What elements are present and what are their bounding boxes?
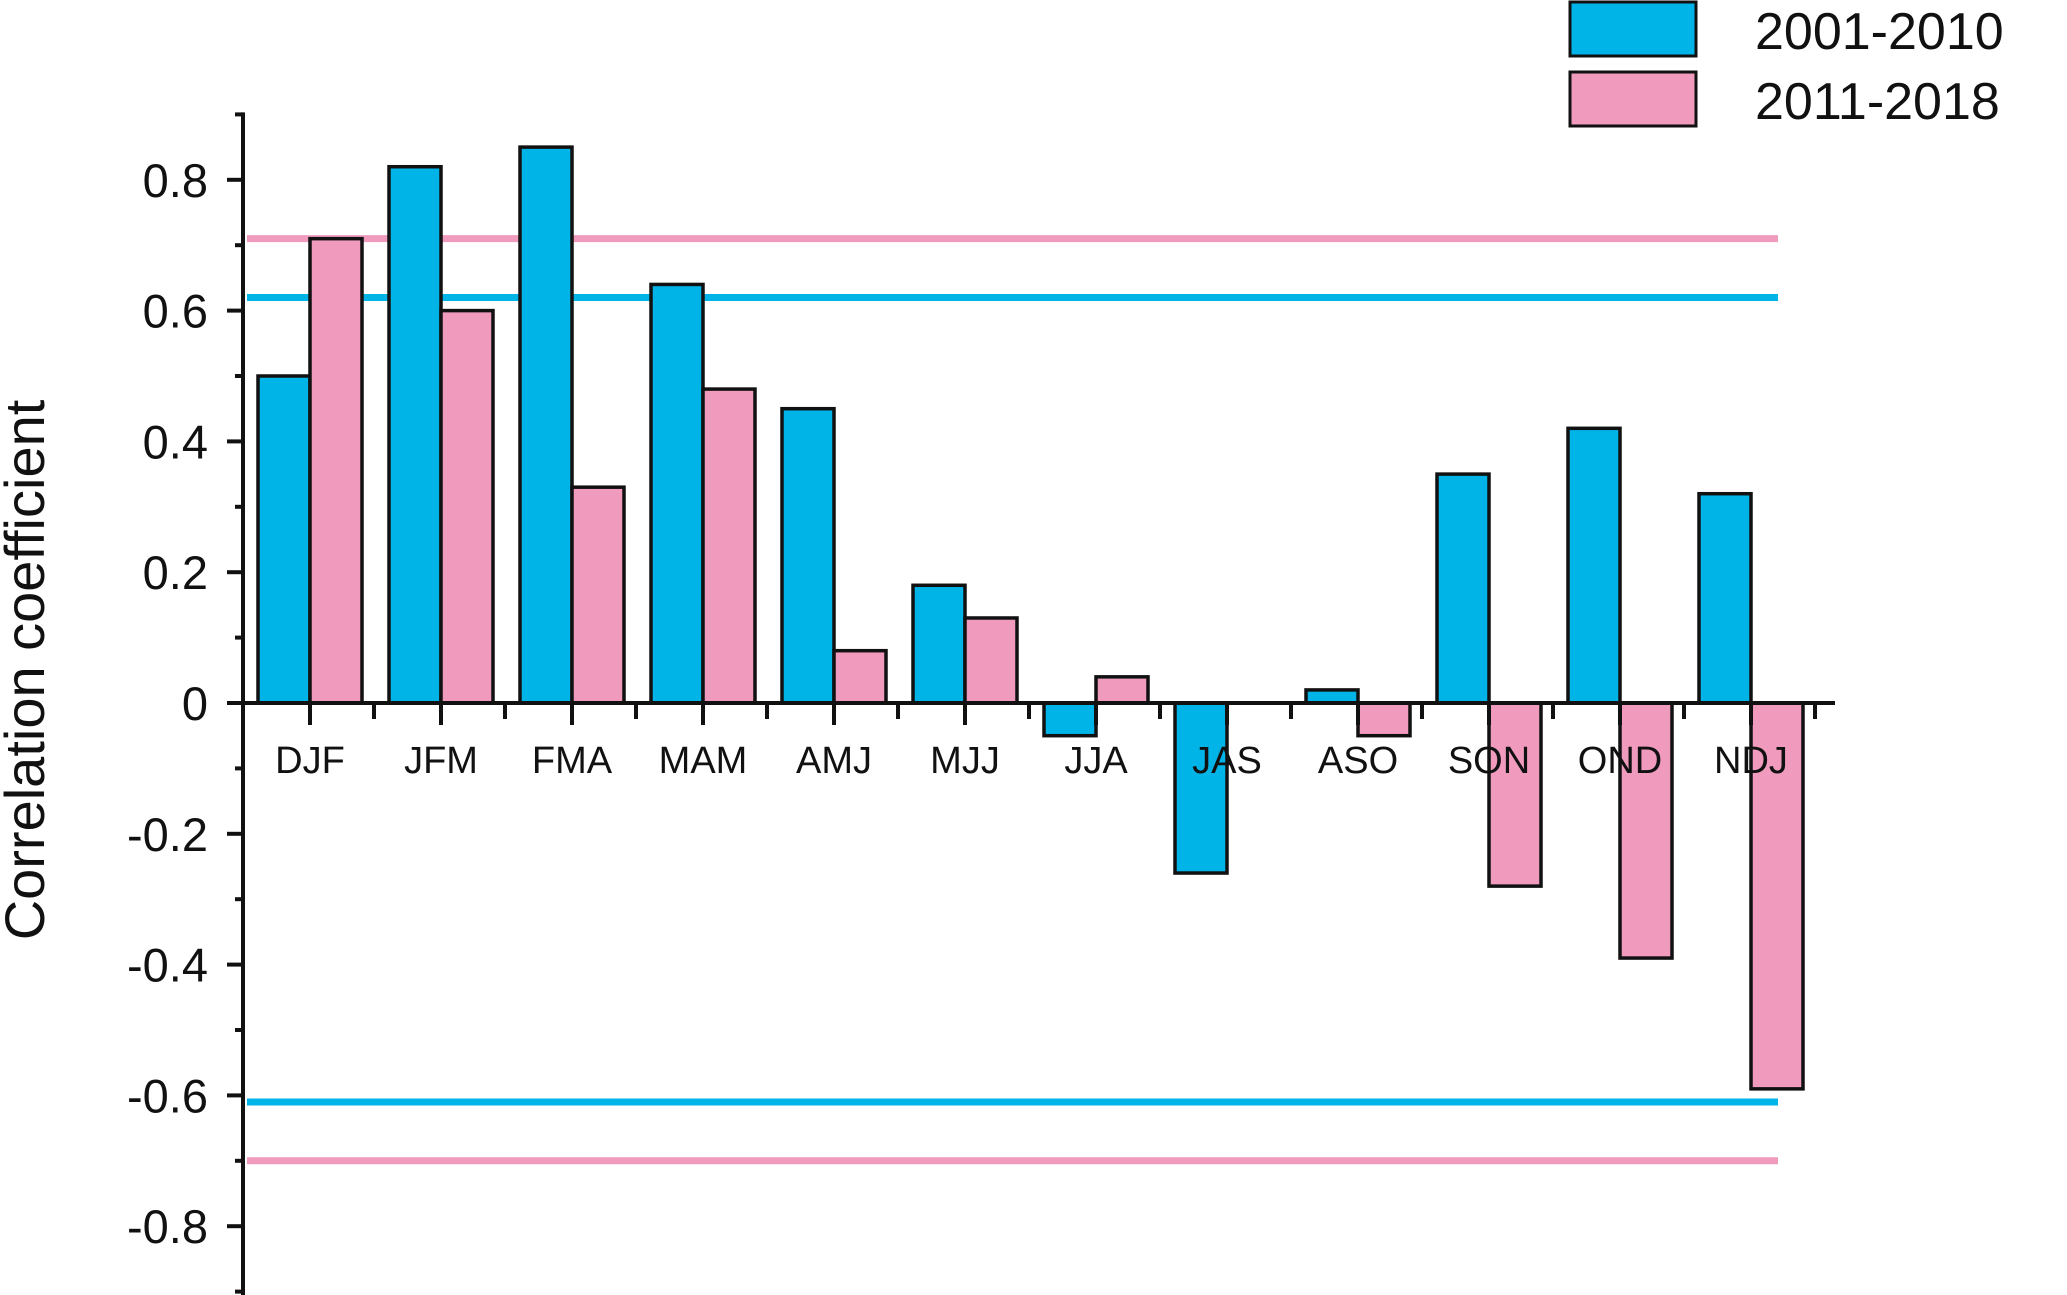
bars	[256, 145, 1805, 1091]
x-tick-label: FMA	[532, 740, 613, 782]
y-tick-label: -0.4	[127, 939, 208, 992]
legend-swatch-2001-2010	[1568, 0, 1698, 58]
axes: -0.8 -0.6 -0.4 -0.2 0 0.2 0.4 0.6 0.8	[127, 112, 1835, 1295]
bar-DJF-2001-2010	[256, 374, 312, 705]
bar-NDJ-2001-2010	[1697, 491, 1753, 705]
significance-lines	[247, 235, 1778, 1165]
y-tick-label: 0.8	[143, 154, 208, 207]
x-tick-label: OND	[1578, 740, 1662, 782]
bar-JJA-2001-2010	[1042, 701, 1098, 738]
bar-SON-2001-2010	[1435, 472, 1491, 705]
bar-MAM-2001-2010	[649, 282, 705, 705]
bar-MAM-2011-2018	[701, 387, 757, 705]
bar-AMJ-2011-2018	[832, 648, 888, 705]
bar-FMA-2011-2018	[570, 485, 626, 705]
bar-DJF-2011-2018	[308, 236, 364, 705]
x-tick-label: JFM	[404, 740, 478, 782]
x-tick-label: ASO	[1318, 740, 1398, 782]
legend-label: 2011-2018	[1755, 73, 2000, 131]
category-labels: DJF JFM FMA MAM AMJ MJJ JJA JAS ASO SON OND NDJ	[275, 740, 1788, 782]
x-tick-label: MAM	[659, 740, 748, 782]
x-tick-label: JAS	[1192, 740, 1262, 782]
bar-FMA-2001-2010	[518, 145, 574, 705]
y-tick-label: 0.2	[143, 546, 208, 599]
bar-JJA-2011-2018	[1094, 675, 1150, 705]
bar-ASO-2011-2018	[1356, 701, 1412, 738]
legend-swatch-2011-2018	[1568, 70, 1698, 128]
bar-JFM-2011-2018	[439, 308, 495, 705]
y-tick-label: -0.6	[127, 1069, 208, 1122]
x-tick-label: AMJ	[796, 740, 872, 782]
y-tick-label: 0.4	[143, 415, 208, 468]
bar-NDJ-2011-2018	[1749, 701, 1805, 1091]
x-tick-label: JJA	[1064, 740, 1128, 782]
bar-MJJ-2001-2010	[911, 583, 967, 705]
bar-OND-2001-2010	[1566, 426, 1622, 705]
y-tick-label: 0	[182, 677, 208, 730]
x-tick-label: DJF	[275, 740, 345, 782]
bar-MJJ-2011-2018	[963, 616, 1019, 705]
bar-OND-2011-2018	[1618, 701, 1674, 960]
bar-AMJ-2001-2010	[780, 406, 836, 705]
x-tick-label: SON	[1448, 740, 1530, 782]
y-axis-title: Correlation coefficient	[0, 399, 56, 940]
legend-label: 2001-2010	[1755, 3, 2004, 61]
bar-JFM-2001-2010	[387, 164, 443, 705]
y-tick-label: 0.6	[143, 285, 208, 338]
y-tick-label: -0.2	[127, 808, 208, 861]
x-tick-label: MJJ	[930, 740, 1000, 782]
x-tick-label: NDJ	[1714, 740, 1788, 782]
bar-JAS-2001-2010	[1173, 701, 1229, 875]
y-tick-label: -0.8	[127, 1200, 208, 1253]
bar-SON-2011-2018	[1487, 701, 1543, 888]
legend: 2001-2010 2011-2018	[1568, 0, 2004, 131]
